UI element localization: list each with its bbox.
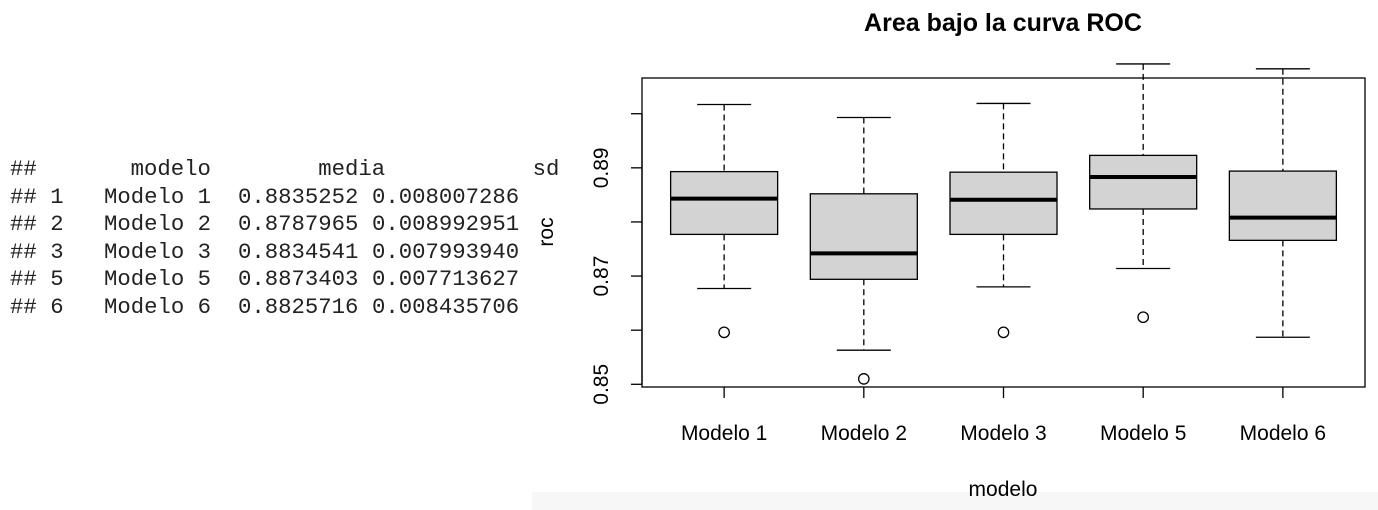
outlier-point [1137,311,1150,324]
console-row-modelo: Modelo 2 [103,211,211,237]
box [1089,154,1198,210]
console-row-index: 5 [50,266,64,292]
x-tick-label: Modelo 2 [821,422,907,445]
outlier-point [857,373,870,385]
console-row-sd: 0.008435706 [371,293,520,320]
console-output: ## modelo media sd ## 1 Modelo 1 0.8835252 0.008… [10,156,559,321]
console-row-prefix: ## [10,238,37,265]
console-row: ## 3 Modelo 3 0.8834541 0.007993940 [10,239,559,267]
y-axis-label: roc [535,217,558,246]
console-row: ## 1 Modelo 1 0.8835252 0.008007286 [10,184,559,212]
console-row-modelo: Modelo 5 [103,266,211,292]
x-tick-label: Modelo 6 [1240,422,1326,445]
console-row-media: 0.8825716 [237,293,359,320]
x-tick-label: Modelo 1 [681,422,767,445]
console-row-media: 0.8834541 [237,238,359,265]
console-row-modelo: Modelo 3 [103,238,211,265]
console-header-sd: sd [532,156,560,182]
y-tick-label: 0.85 [590,364,613,405]
box [669,170,779,236]
console-row-modelo: Modelo 1 [103,183,211,210]
console-row-sd: 0.008007286 [371,183,520,210]
console-row-media: 0.8873403 [237,266,359,292]
console-row-index: 3 [50,238,64,265]
x-tick-label: Modelo 3 [960,422,1046,445]
console-row-sd: 0.007993940 [371,238,520,265]
console-row-prefix: ## [10,211,37,237]
console-row-sd: 0.007713627 [371,266,520,292]
console-row-prefix: ## [10,266,37,292]
console-row-prefix: ## [10,183,37,210]
console-row-modelo: Modelo 6 [103,293,211,320]
console-row-prefix: ## [10,293,37,320]
console-header-prefix: ## [10,156,37,182]
y-tick-label: 0.87 [590,256,613,297]
console-row-sd: 0.008992951 [371,211,520,237]
console-row-media: 0.8787965 [237,211,359,237]
console-header-media: media [318,156,386,182]
console-row-index: 6 [50,293,64,320]
x-tick-label: Modelo 5 [1100,422,1186,445]
bottom-strip [532,492,1378,510]
console-row: ## 5 Modelo 5 0.8873403 0.007713627 [10,266,559,294]
console-row: ## 2 Modelo 2 0.8787965 0.008992951 [10,211,559,239]
box [809,193,918,280]
chart-title: Area bajo la curva ROC [864,9,1142,37]
box [1228,170,1338,241]
outlier-point [997,326,1010,339]
console-row-index: 1 [50,183,64,210]
console-header-modelo: modelo [130,156,211,182]
box [949,171,1058,236]
x-axis-label: modelo [969,478,1038,501]
console-header: ## modelo media sd [10,156,559,184]
outlier-point [718,326,730,339]
y-tick-label: 0.89 [590,147,613,188]
console-row-index: 2 [50,211,64,237]
console-row-media: 0.8835252 [237,183,359,210]
console-row: ## 6 Modelo 6 0.8825716 0.008435706 [10,294,559,322]
